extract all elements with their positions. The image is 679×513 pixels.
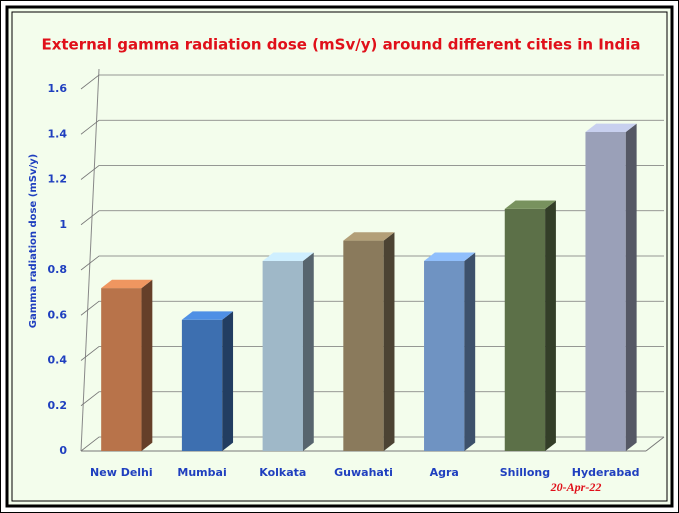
- bar-side: [384, 232, 395, 451]
- bar: [343, 241, 383, 451]
- y-tick-label: 1: [59, 218, 67, 231]
- bar: [101, 288, 141, 451]
- bar-side: [464, 253, 475, 451]
- bar-side: [222, 311, 233, 451]
- slide: External gamma radiation dose (mSv/y) ar…: [0, 0, 679, 513]
- bar-side: [303, 253, 314, 451]
- y-tick-label: 0.2: [48, 399, 68, 412]
- y-tick-label: 1.4: [48, 127, 68, 140]
- bar-side: [545, 201, 556, 451]
- x-tick-label: Mumbai: [177, 466, 226, 479]
- x-tick-label: New Delhi: [90, 466, 153, 479]
- y-tick-label: 0.8: [48, 263, 68, 276]
- bar: [424, 261, 464, 451]
- date-annotation: 20-Apr-22: [550, 480, 602, 494]
- bar-side: [142, 280, 153, 451]
- y-axis-label: Gamma radiation dose (mSv/y): [28, 154, 39, 328]
- y-tick-label: 0.4: [48, 354, 68, 367]
- bar: [263, 261, 303, 451]
- bar: [182, 320, 222, 451]
- x-tick-label: Shillong: [500, 466, 550, 479]
- x-tick-label: Guwahati: [334, 466, 393, 479]
- x-tick-label: Agra: [430, 466, 459, 479]
- y-tick-label: 1.6: [48, 82, 68, 95]
- x-tick-label: Hyderabad: [572, 466, 640, 479]
- chart-title: External gamma radiation dose (mSv/y) ar…: [41, 36, 640, 54]
- y-tick-label: 0: [59, 444, 67, 457]
- bar: [585, 132, 625, 451]
- bar-side: [626, 124, 637, 451]
- chart: External gamma radiation dose (mSv/y) ar…: [1, 1, 678, 512]
- bar: [505, 209, 545, 451]
- y-tick-label: 0.6: [48, 308, 68, 321]
- x-tick-label: Kolkata: [259, 466, 306, 479]
- y-tick-label: 1.2: [48, 173, 68, 186]
